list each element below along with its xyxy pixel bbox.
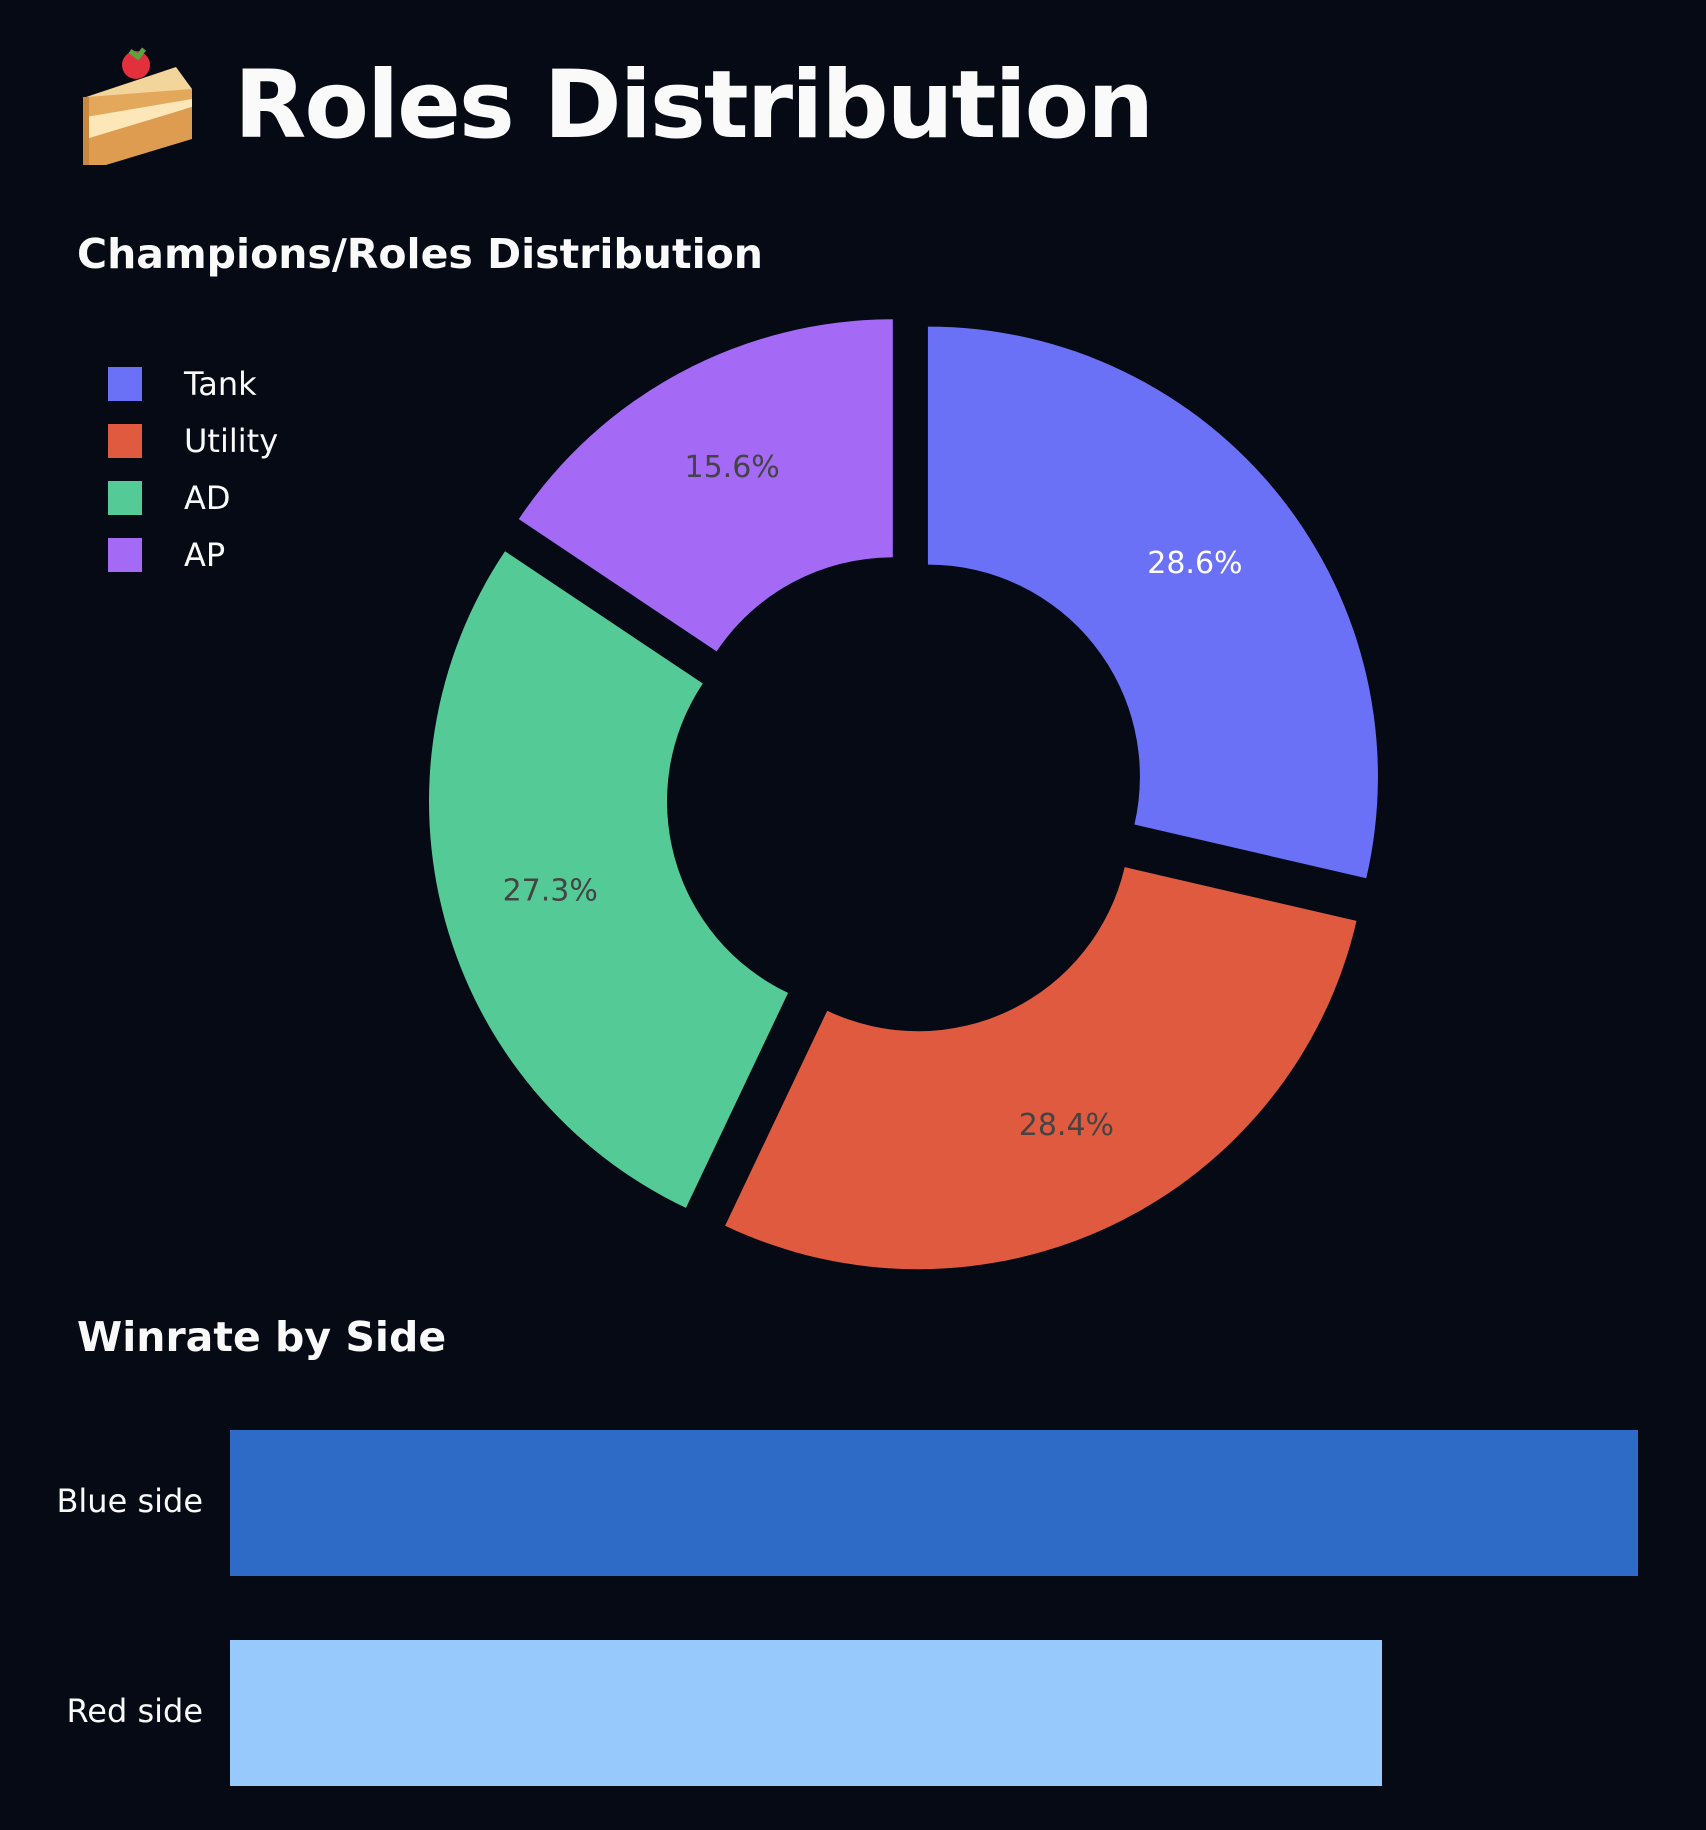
legend-swatch (108, 423, 142, 458)
legend-swatch (108, 537, 142, 572)
legend-label: AP (184, 535, 226, 574)
pie-legend: Tank Utility AD AP (108, 355, 278, 583)
cake-icon (83, 47, 192, 165)
legend-label: Utility (184, 421, 279, 460)
bar-category-label: Red side (66, 1692, 203, 1730)
pie-slice-label-ad: 27.3% (503, 874, 598, 909)
legend-item-utility[interactable]: Utility (108, 412, 278, 469)
legend-item-ad[interactable]: AD (108, 469, 278, 526)
legend-label: AD (184, 478, 231, 517)
bar-blue-side[interactable] (230, 1430, 1638, 1576)
pie-slice-label-ap: 15.6% (684, 450, 779, 485)
winrate-section-heading: Winrate by Side (77, 1313, 447, 1361)
roles-donut-chart: 28.6% 28.4% 27.3% 15.6% (429, 319, 1378, 1270)
page-title: Roles Distribution (80, 40, 1154, 170)
legend-swatch (108, 480, 142, 515)
pie-slice-utility[interactable] (725, 867, 1357, 1270)
pie-slice-label-tank: 28.6% (1147, 546, 1242, 581)
pie-slice-ad[interactable] (429, 551, 789, 1208)
page-heading: Roles Distribution (234, 50, 1154, 160)
winrate-bar-chart: Blue side Red side (56, 1430, 1638, 1786)
pie-slice-label-utility: 28.4% (1019, 1108, 1114, 1143)
legend-swatch (108, 366, 142, 401)
legend-item-tank[interactable]: Tank (108, 355, 278, 412)
bar-red-side[interactable] (230, 1640, 1382, 1786)
bar-category-label: Blue side (56, 1482, 203, 1520)
pie-slice-ap[interactable] (518, 319, 893, 652)
pie-slice-tank[interactable] (927, 326, 1378, 879)
legend-label: Tank (184, 364, 257, 403)
legend-item-ap[interactable]: AP (108, 526, 278, 583)
roles-section-heading: Champions/Roles Distribution (77, 230, 763, 278)
